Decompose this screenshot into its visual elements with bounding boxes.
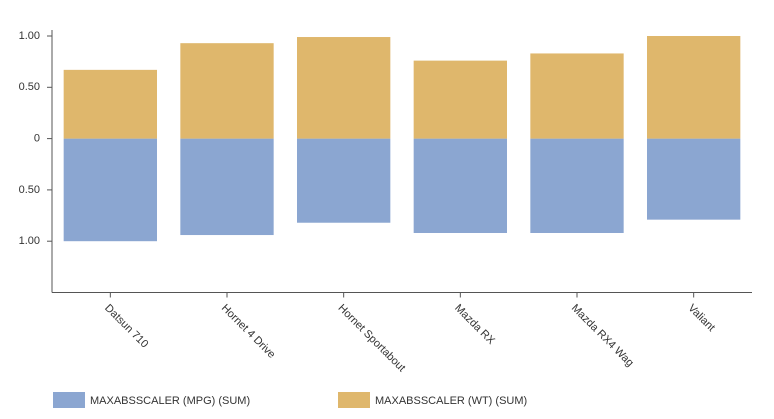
x-tick-label: Hornet 4 Drive: [219, 302, 278, 361]
x-tick-label: Valiant: [685, 302, 717, 334]
bar: [413, 60, 507, 139]
bar: [297, 37, 391, 139]
bar: [530, 138, 624, 233]
x-tick-label: Datsun 710: [102, 302, 150, 350]
bar: [647, 138, 741, 220]
bar: [413, 138, 507, 233]
y-tick-label: 1.00: [19, 30, 40, 42]
y-tick-label: 0.50: [19, 81, 40, 93]
x-tick-label: Mazda RX: [452, 302, 497, 347]
bar: [63, 138, 157, 242]
bar: [647, 36, 741, 139]
legend-swatch: [53, 392, 85, 408]
y-tick-label: 0.50: [19, 184, 40, 196]
bar: [180, 43, 274, 139]
x-tick-label: Mazda RX4 Wag: [569, 302, 636, 369]
bar: [297, 138, 391, 223]
bar: [63, 69, 157, 139]
y-tick-label: 1.00: [19, 235, 40, 247]
bar: [530, 53, 624, 139]
legend-swatch: [338, 392, 370, 408]
legend-label: MAXABSSCALER (MPG) (SUM): [90, 395, 250, 407]
y-tick-label: 0: [34, 133, 40, 145]
x-tick-label: Hornet Sportabout: [335, 302, 407, 374]
legend-label: MAXABSSCALER (WT) (SUM): [375, 395, 527, 407]
bar: [180, 138, 274, 236]
